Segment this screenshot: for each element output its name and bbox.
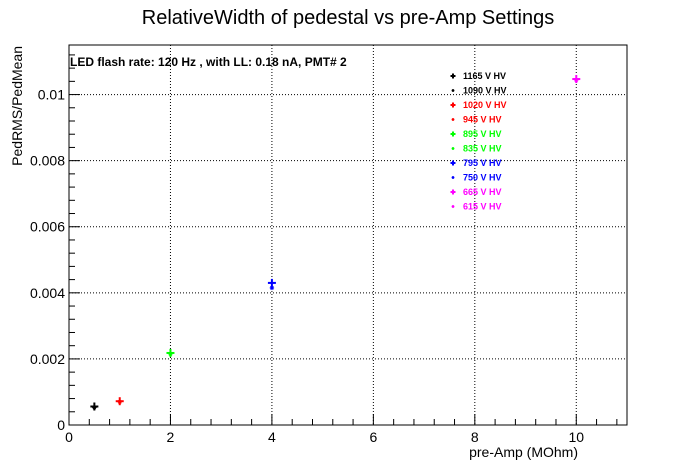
legend-entry: 750 V HV [463,173,502,183]
legend-marker-d2 [451,118,455,121]
data-point-d2 [270,285,274,290]
legend-marker [450,131,456,137]
data-point [92,405,97,410]
data-point-d2 [574,78,579,82]
legend-marker [450,160,456,166]
legend-entry: 1165 V HV [463,71,506,81]
y-tick-label: 0.01 [38,87,65,103]
x-tick-label: 0 [65,429,73,445]
data-points [90,75,581,411]
legend-entry: 665 V HV [463,187,502,197]
grid [69,45,627,425]
y-tick-label: 0 [57,417,65,433]
plot-frame [68,44,628,426]
legend-marker [451,147,455,150]
legend-marker-d2 [451,205,455,208]
legend-entry: 795 V HV [463,158,502,168]
x-tick-label: 6 [369,429,377,445]
y-tick-label: 0.004 [30,285,65,301]
data-point [168,351,173,357]
chart-title: RelativeWidth of pedestal vs pre-Amp Set… [142,7,554,29]
legend-marker [451,118,455,121]
legend-entry: 615 V HV [463,202,502,212]
data-point [574,77,579,83]
legend-marker-d2 [451,89,455,92]
legend-marker [451,176,455,179]
axis-ticks [68,54,618,426]
x-tick-labels: 0 2 4 6 8 10 [65,429,584,445]
legend-marker [450,73,456,79]
legend-marker-d2 [451,147,455,150]
legend-entry: 835 V HV [463,144,502,154]
data-point [117,399,122,405]
y-axis-label: PedRMS/PedMean [9,46,25,166]
data-point [269,285,275,291]
x-tick-label: 10 [568,429,584,445]
chart-annotation: LED flash rate: 120 Hz , with LL: 0.18 n… [70,55,347,69]
legend-marker [450,189,456,195]
legend-marker [450,102,456,108]
x-axis-label: pre-Amp (MOhm) [469,444,578,460]
legend-marker [451,205,455,208]
x-tick-label: 8 [471,429,479,445]
data-point-d2 [168,352,173,356]
data-point-d2 [92,405,97,410]
y-tick-label: 0.008 [30,153,65,169]
data-point-d2 [117,399,122,404]
y-tick-label: 0.006 [30,219,65,235]
legend-entry: 945 V HV [463,115,502,125]
legend-marker-d2 [451,176,455,179]
legend-entry: 895 V HV [463,129,502,139]
legend-entry: 1020 V HV [463,100,507,110]
legend: 1165 V HV 1090 V HV 1020 V HV 945 V HV 895 V… [450,71,507,212]
y-tick-labels: 0 0.002 0.004 0.006 0.008 0.01 [30,87,65,433]
x-tick-label: 4 [268,429,276,445]
legend-marker [451,89,455,92]
legend-entry: 1090 V HV [463,86,507,96]
data-point [267,278,276,287]
x-tick-label: 2 [167,429,175,445]
y-tick-label: 0.002 [30,351,65,367]
